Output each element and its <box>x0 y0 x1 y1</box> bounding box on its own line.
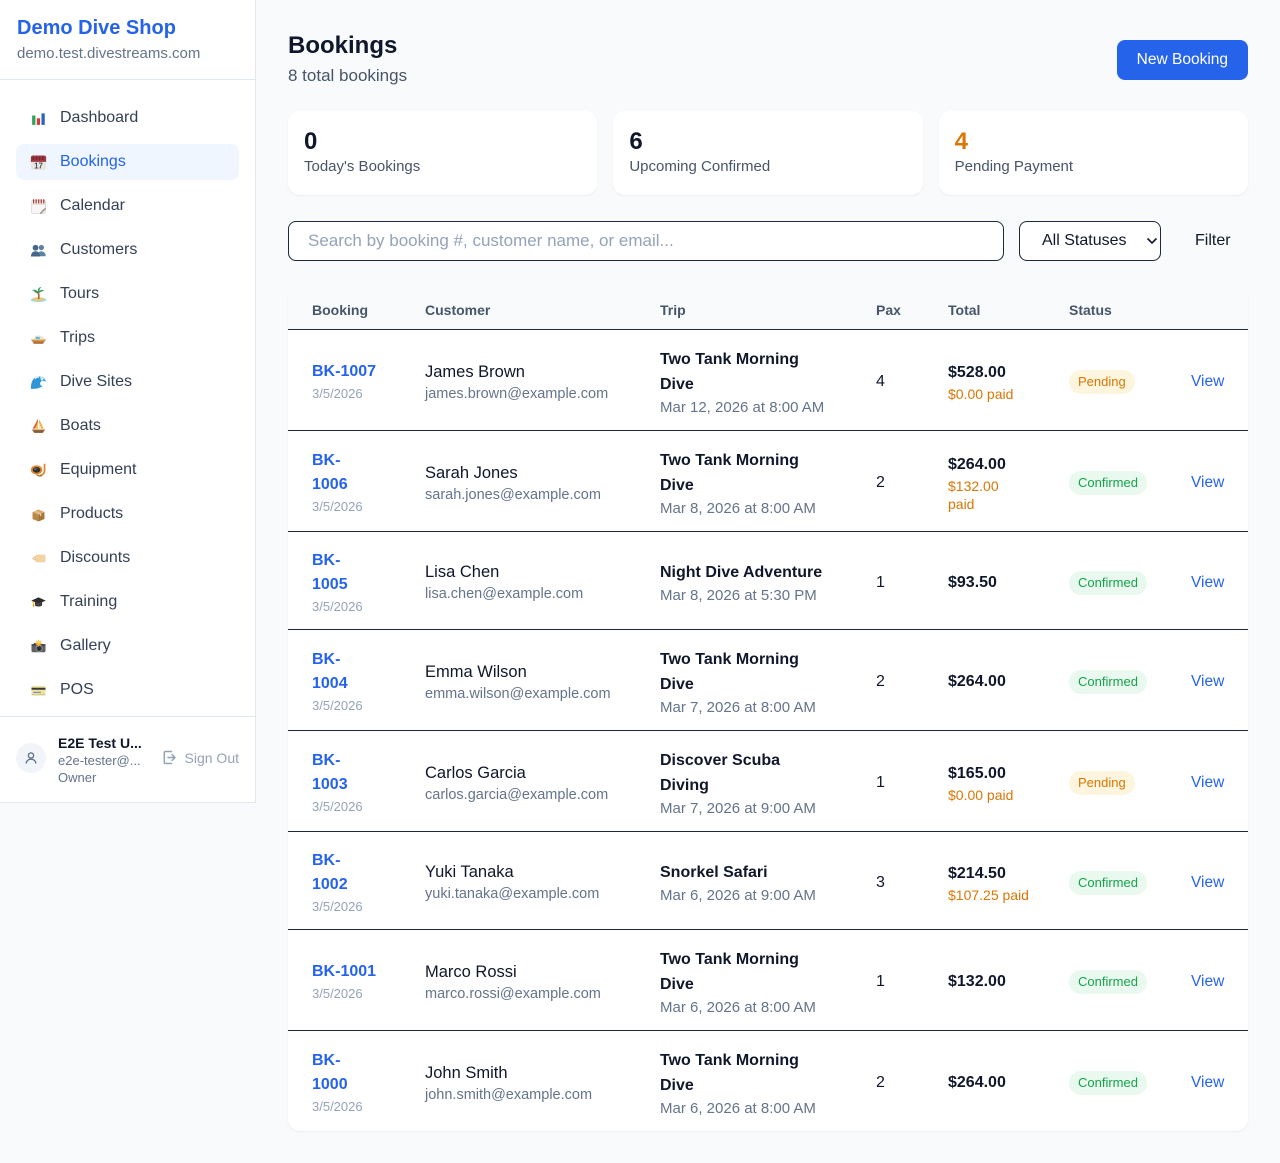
svg-text:17: 17 <box>34 161 43 170</box>
